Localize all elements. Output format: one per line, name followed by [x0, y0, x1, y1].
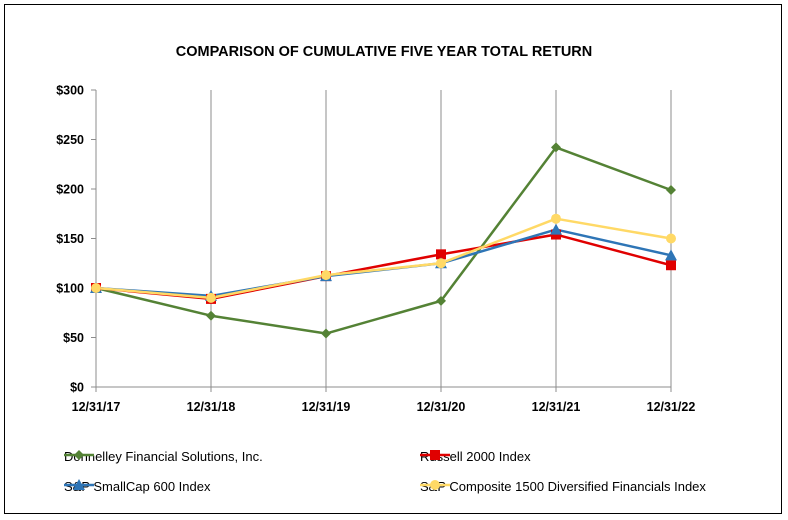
data-point-diamond	[321, 328, 331, 339]
y-tick-label: $50	[63, 331, 84, 345]
legend-swatch-square-icon	[420, 450, 450, 460]
legend-item-sp-smallcap-600: S&P SmallCap 600 Index	[64, 479, 210, 494]
data-point-circle	[436, 258, 446, 269]
x-tick-label: 12/31/19	[302, 400, 351, 414]
series-line	[95, 233, 672, 301]
data-point-circle	[206, 292, 216, 303]
legend-swatch-triangle-icon	[64, 479, 94, 490]
series-line	[95, 228, 672, 298]
y-tick-label: $0	[70, 381, 84, 395]
data-point-square	[666, 260, 676, 271]
series-line	[95, 217, 672, 300]
x-tick-label: 12/31/18	[187, 400, 236, 414]
x-tick-label: 12/31/22	[647, 400, 696, 414]
legend-item-sp-1500-div-fin: S&P Composite 1500 Diversified Financial…	[420, 479, 706, 494]
legend-swatch-diamond-icon	[64, 450, 94, 460]
y-tick-label: $300	[56, 84, 84, 98]
data-point-triangle	[665, 249, 677, 261]
line-chart: $0 $50 $100 $150 $200 $250 $300 12/31/17 12/31/1…	[56, 84, 696, 415]
data-point-circle	[551, 213, 561, 224]
data-point-circle	[666, 233, 676, 244]
data-point-diamond	[666, 184, 676, 195]
legend-label: Russell 2000 Index	[420, 449, 531, 464]
data-point-diamond	[551, 142, 561, 153]
data-point-square	[436, 249, 446, 260]
legend-label: Donnelley Financial Solutions, Inc.	[64, 449, 263, 464]
data-point-diamond	[436, 295, 446, 306]
x-tick-label: 12/31/20	[417, 400, 466, 414]
x-tick-label: 12/31/17	[72, 400, 121, 414]
legend-item-russell-2000: Russell 2000 Index	[420, 449, 531, 464]
chart-title: COMPARISON OF CUMULATIVE FIVE YEAR TOTAL…	[175, 44, 593, 60]
x-tick-label: 12/31/21	[532, 400, 581, 414]
legend-label: S&P Composite 1500 Diversified Financial…	[420, 479, 706, 494]
y-tick-label: $250	[56, 133, 84, 147]
y-tick-label: $200	[56, 183, 84, 197]
data-point-circle	[91, 283, 101, 293]
data-point-circle	[321, 270, 331, 281]
legend-item-donnelley: Donnelley Financial Solutions, Inc.	[64, 449, 263, 464]
chart-frame	[4, 4, 782, 514]
legend-label: S&P SmallCap 600 Index	[64, 479, 211, 494]
series-line	[95, 146, 672, 335]
y-tick-label: $100	[56, 282, 84, 296]
y-tick-label: $150	[56, 232, 84, 246]
data-point-diamond	[206, 310, 216, 321]
data-point-triangle	[550, 223, 562, 235]
legend-swatch-circle-icon	[420, 480, 450, 490]
